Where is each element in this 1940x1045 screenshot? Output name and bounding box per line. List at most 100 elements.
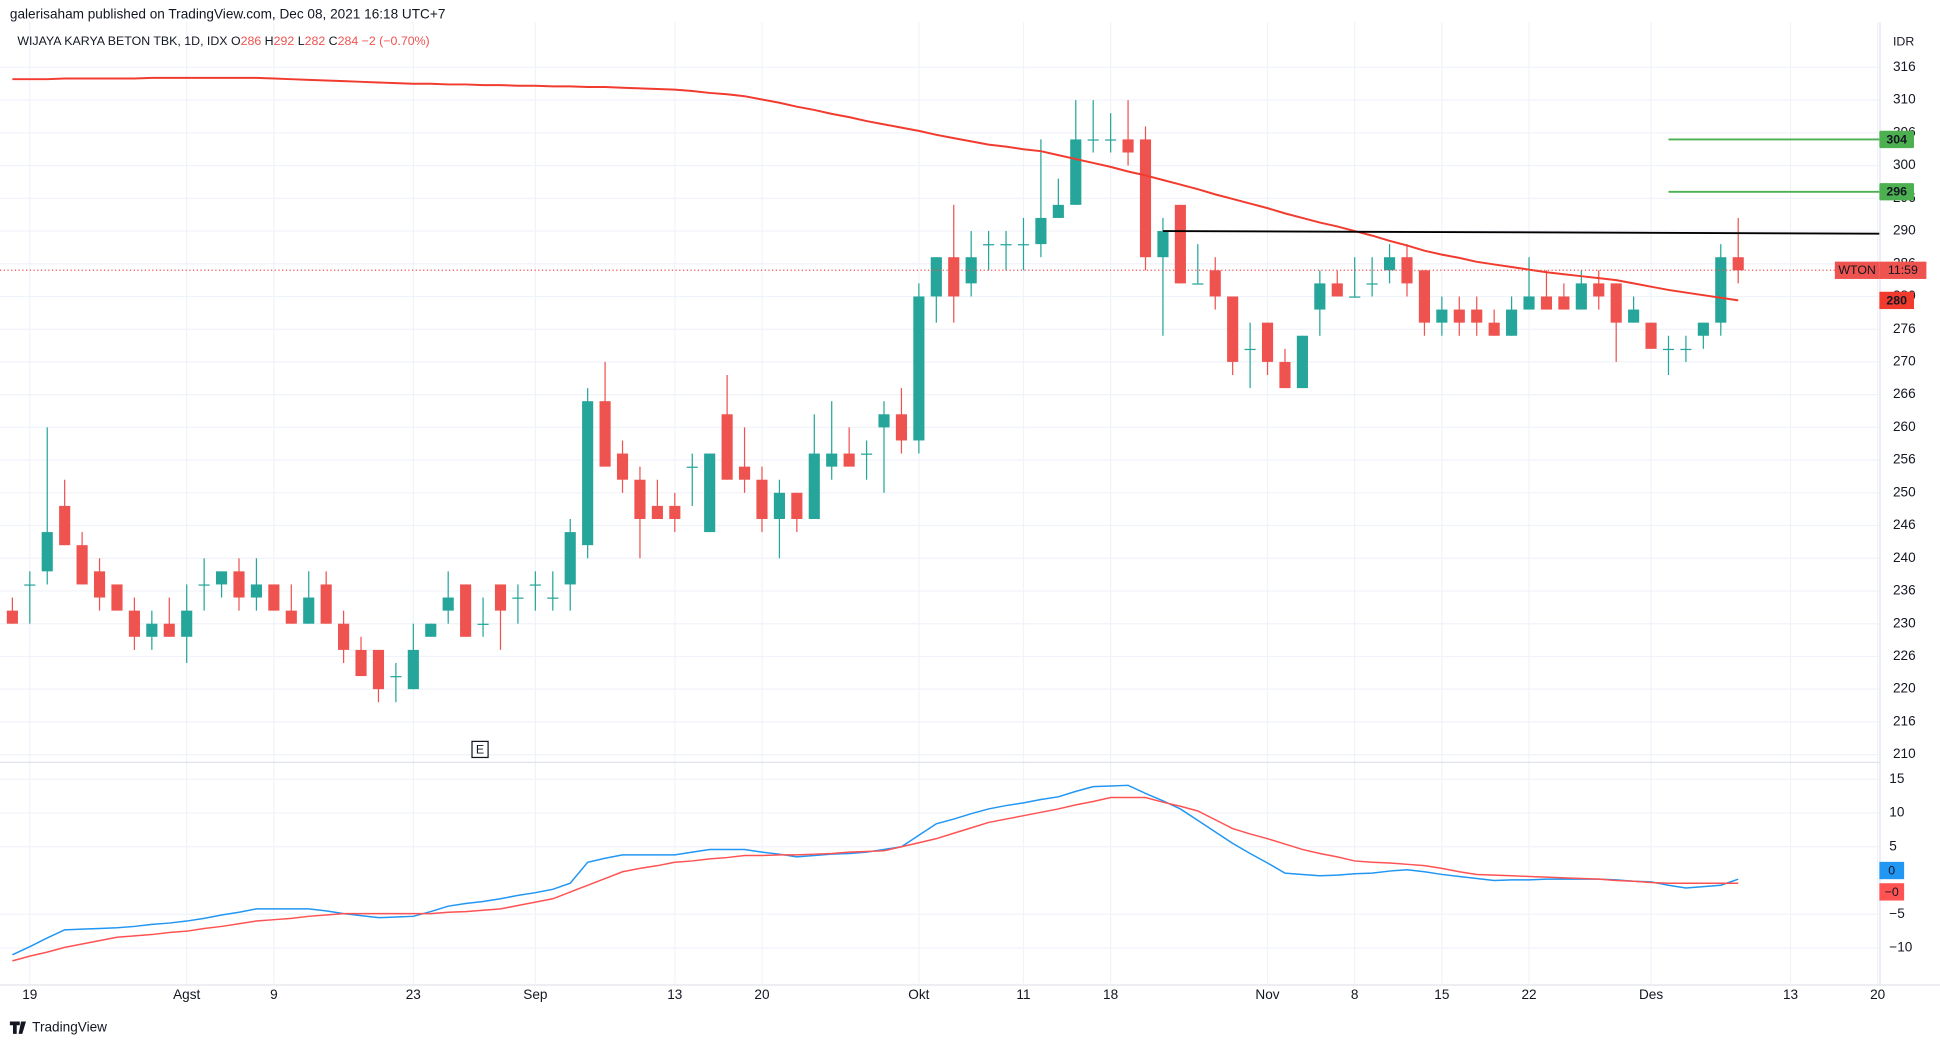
candle-body — [1035, 217, 1047, 245]
x-tick-label: 13 — [1783, 987, 1798, 1002]
candle-body — [181, 610, 193, 637]
y-tick-label: 270 — [1893, 354, 1916, 369]
macd-line — [12, 796, 1739, 962]
candle-body — [878, 414, 890, 428]
x-tick-label: Sep — [523, 987, 547, 1002]
candle-body — [494, 584, 507, 611]
y-tick-label: 236 — [1893, 583, 1916, 598]
candle-body — [1105, 139, 1117, 141]
legend-value: 286 — [241, 34, 262, 48]
candle-body — [425, 623, 437, 637]
candle-body — [983, 244, 995, 246]
candle-body — [1261, 322, 1274, 362]
candle-body — [756, 479, 768, 519]
candle-body — [477, 623, 489, 625]
candle-body — [285, 610, 297, 624]
candle-body — [1715, 257, 1727, 323]
y-tick-label: 216 — [1893, 713, 1916, 728]
candle-body — [808, 453, 820, 519]
y-tick-label: 276 — [1893, 321, 1916, 336]
candle-body — [616, 453, 629, 480]
y-tick-label: 5 — [1889, 838, 1897, 853]
legend: WIJAYA KARYA BETON TBK, 1D, IDX O286 H29… — [17, 34, 429, 48]
x-tick-label: 11 — [1016, 987, 1030, 1002]
candle-body — [460, 584, 472, 637]
footer-logo: TradingView — [9, 1019, 107, 1034]
y-tick-label: 256 — [1893, 452, 1916, 467]
x-tick-label: 19 — [22, 987, 37, 1002]
candle-body — [198, 584, 210, 586]
y-tick-label: 220 — [1893, 681, 1916, 696]
trend-line — [1162, 230, 1880, 235]
x-tick-label: 9 — [270, 987, 278, 1002]
x-tick-label: 20 — [754, 987, 770, 1002]
x-tick-label: Agst — [173, 987, 200, 1002]
candle-body — [634, 479, 646, 519]
level-tag — [1879, 183, 1915, 201]
candle-body — [390, 676, 402, 678]
x-tick-label: 22 — [1521, 987, 1536, 1002]
x-tick-label: 15 — [1434, 987, 1449, 1002]
y-tick-label: −10 — [1889, 940, 1913, 955]
candle-body — [1244, 348, 1256, 351]
candle-body — [1610, 283, 1622, 323]
candle-body — [948, 257, 960, 297]
candle-body — [1017, 244, 1030, 246]
candle-body — [1540, 296, 1553, 310]
candle-body — [1000, 244, 1012, 246]
candle-body — [843, 453, 855, 467]
candle-body — [1087, 139, 1099, 141]
candle-body — [1331, 283, 1343, 297]
candle-body — [1139, 139, 1152, 258]
macd-tag-label: −0 — [1885, 885, 1899, 899]
candle-body — [529, 584, 541, 586]
candle-body — [1122, 139, 1134, 153]
y-tick-label: 246 — [1893, 517, 1916, 532]
y-tick-label: 260 — [1893, 419, 1916, 434]
axis: 2102162202262302362402462502562602662702… — [22, 59, 1927, 1002]
candle-body — [163, 623, 175, 637]
candle-body — [965, 257, 977, 284]
legend-field: C — [329, 34, 338, 48]
legend-field: L — [298, 34, 305, 48]
candle-body — [930, 257, 942, 297]
candle-body — [1732, 257, 1744, 271]
candle-body — [1279, 361, 1291, 389]
y-tick-label: 266 — [1893, 386, 1916, 401]
countdown-label: 11:59 — [1888, 263, 1918, 277]
candle-body — [704, 453, 716, 533]
candle-body — [1575, 283, 1587, 310]
y-tick-label: 240 — [1893, 550, 1916, 565]
earnings-marker: E — [471, 740, 489, 759]
x-tick-label: Des — [1639, 987, 1663, 1002]
candle-body — [1697, 322, 1709, 336]
y-tick-label: 310 — [1893, 92, 1916, 107]
moving-average — [12, 76, 1739, 302]
candle-body — [773, 492, 785, 519]
candle-body — [1227, 296, 1239, 362]
symbol-tag-label: WTON — [1838, 263, 1876, 277]
candle-body — [93, 571, 106, 598]
candle-body — [1471, 309, 1483, 323]
candle-body — [738, 466, 751, 480]
candle-body — [303, 597, 315, 624]
currency: IDR — [1893, 34, 1914, 48]
candle-body — [1174, 204, 1186, 284]
candle-body — [1436, 309, 1448, 323]
candle-body — [913, 296, 925, 441]
candle-body — [547, 597, 559, 599]
candle-body — [861, 453, 873, 455]
candle-body — [599, 401, 611, 467]
x-tick-label: 8 — [1351, 987, 1359, 1002]
x-tick-label: Okt — [908, 987, 929, 1002]
x-tick-label: 18 — [1103, 987, 1118, 1002]
earnings-label: E — [476, 742, 484, 756]
legend-value: 284 — [338, 34, 359, 48]
y-tick-label: 230 — [1893, 615, 1916, 630]
macd-tag-label: 0 — [1888, 863, 1895, 877]
candle-body — [128, 610, 140, 637]
candle-body — [215, 571, 228, 585]
candle-body — [1157, 231, 1169, 258]
candle-body — [1314, 283, 1326, 310]
candle-body — [1052, 204, 1064, 218]
